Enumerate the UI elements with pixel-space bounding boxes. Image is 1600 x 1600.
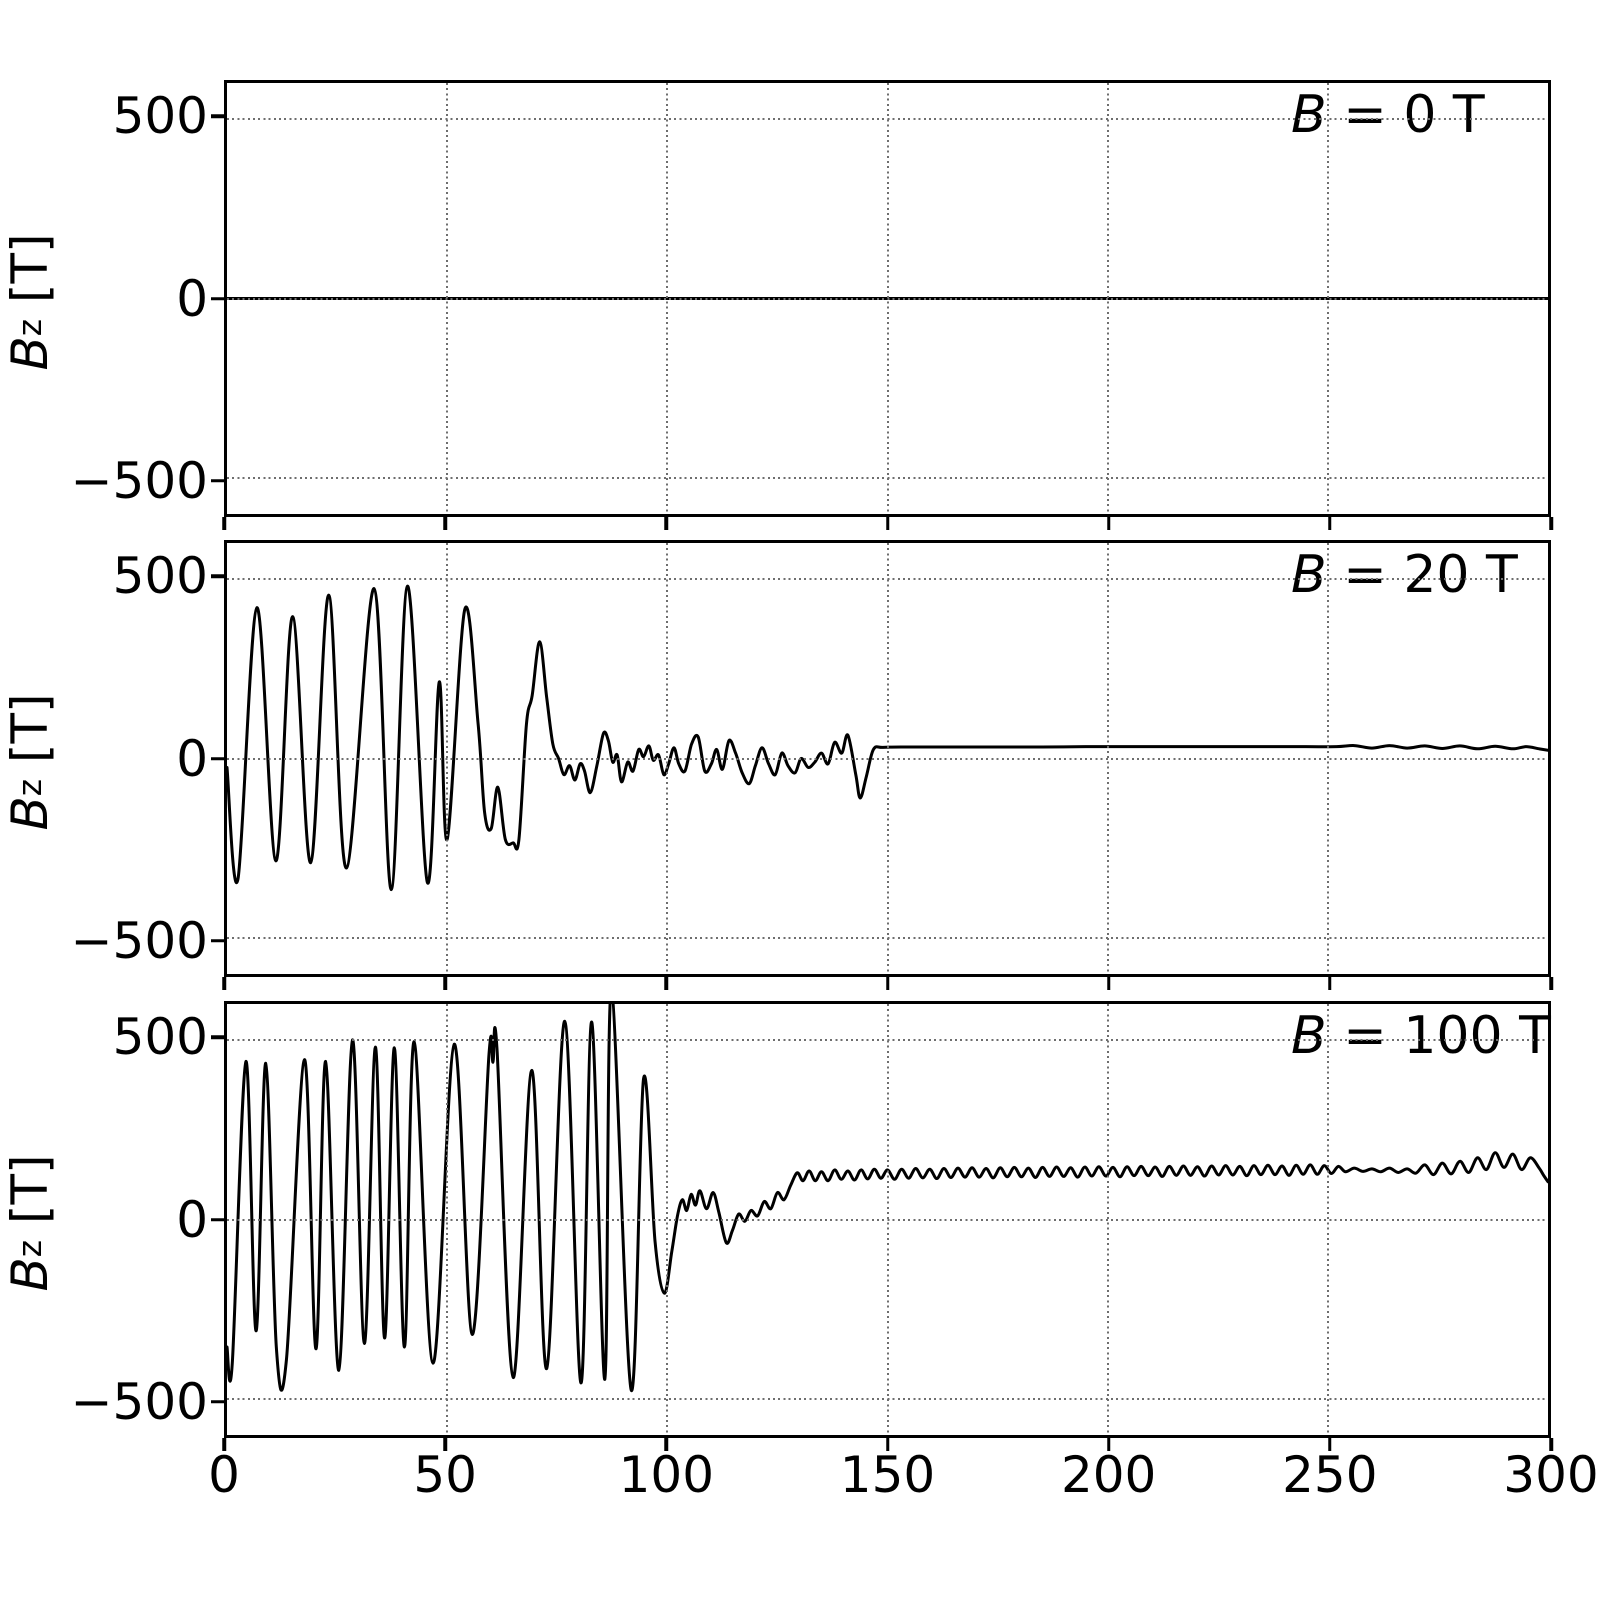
grid-line-horizontal (227, 477, 1548, 480)
annotation-variable: B (1291, 85, 1327, 145)
x-tick-mark (1328, 977, 1332, 990)
x-tick-mark (1328, 1438, 1332, 1451)
grid-line-horizontal (227, 757, 1548, 760)
x-tick-mark (443, 977, 447, 990)
grid-line-horizontal (227, 937, 1548, 940)
x-tick-mark (1328, 517, 1332, 530)
panel-annotation: B = 0 T (1291, 85, 1485, 146)
data-line (227, 1004, 1548, 1391)
plot-area-b100 (227, 1004, 1548, 1435)
x-tick-label: 50 (413, 1446, 477, 1504)
y-tick-mark (211, 296, 224, 301)
y-axis-label-variable: B (1, 796, 59, 831)
x-tick-label: 150 (839, 1446, 936, 1504)
y-tick-mark (211, 574, 224, 579)
annotation-variable: B (1291, 545, 1327, 605)
grid-line-horizontal (227, 1218, 1548, 1221)
x-tick-mark (1106, 517, 1111, 530)
y-tick-mark (211, 938, 224, 943)
x-tick-mark (1549, 517, 1553, 530)
grid-line-horizontal (227, 117, 1548, 120)
y-tick-label: 500 (112, 87, 208, 146)
annotation-value: = 0 T (1326, 85, 1485, 145)
y-axis-label-variable: B (1, 1257, 59, 1292)
y-tick-mark (211, 1399, 224, 1404)
grid-line-horizontal (227, 297, 1548, 300)
x-tick-mark (664, 977, 669, 990)
panel-annotation: B = 20 T (1291, 545, 1518, 606)
grid-line-horizontal (227, 577, 1548, 580)
x-tick-mark (1549, 977, 1553, 990)
y-tick-mark (211, 1035, 224, 1040)
x-tick-label: 100 (618, 1446, 715, 1504)
x-tick-mark (443, 1438, 447, 1451)
y-tick-label: 0 (176, 1190, 208, 1249)
x-tick-mark (222, 1438, 226, 1451)
y-tick-mark (211, 1217, 224, 1222)
x-tick-mark (1106, 1438, 1111, 1451)
y-tick-label: −500 (70, 451, 208, 510)
x-tick-mark (1549, 1438, 1553, 1451)
y-tick-label: 500 (112, 1008, 208, 1067)
y-tick-label: 0 (176, 269, 208, 328)
y-axis-label-variable: B (1, 336, 59, 371)
annotation-variable: B (1291, 1006, 1327, 1066)
y-tick-mark (211, 114, 224, 119)
x-tick-mark (664, 1438, 669, 1451)
y-tick-label: −500 (70, 1372, 208, 1431)
y-tick-label: 0 (176, 729, 208, 788)
y-tick-label: −500 (70, 911, 208, 970)
x-tick-mark (885, 1438, 890, 1451)
annotation-value: = 100 T (1326, 1006, 1551, 1066)
annotation-value: = 20 T (1326, 545, 1518, 605)
x-tick-label: 200 (1060, 1446, 1157, 1504)
x-tick-mark (222, 977, 226, 990)
panel-annotation: B = 100 T (1291, 1006, 1551, 1067)
grid-line-horizontal (227, 1398, 1548, 1401)
x-tick-label: 300 (1503, 1446, 1599, 1504)
y-tick-mark (211, 478, 224, 483)
x-tick-mark (885, 517, 890, 530)
x-tick-label: 0 (208, 1446, 240, 1504)
grid-line-horizontal (227, 1038, 1548, 1041)
y-tick-label: 500 (112, 547, 208, 606)
y-tick-mark (211, 756, 224, 761)
x-tick-mark (1106, 977, 1111, 990)
x-tick-mark (222, 517, 226, 530)
x-tick-label: 250 (1282, 1446, 1378, 1504)
x-tick-mark (885, 977, 890, 990)
x-tick-mark (664, 517, 669, 530)
x-tick-mark (443, 517, 447, 530)
